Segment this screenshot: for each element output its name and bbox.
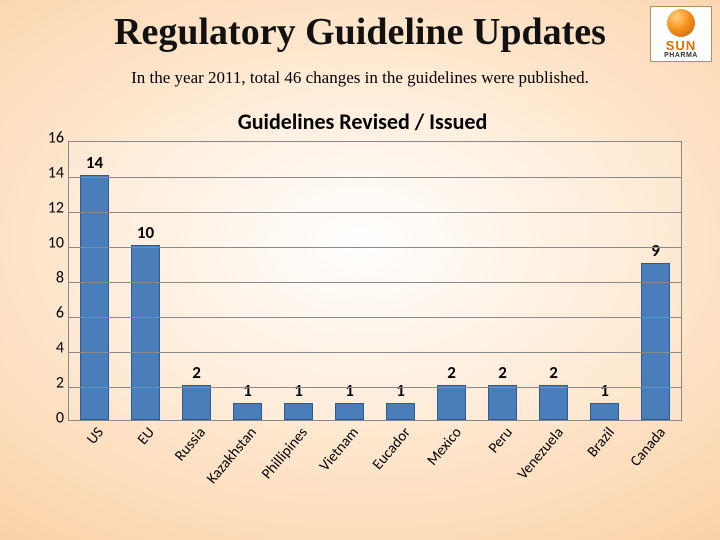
x-axis-labels: USEURussiaKazakhstanPhillipinesVietnamEu…	[68, 418, 682, 508]
bar	[641, 263, 670, 421]
gridline	[69, 247, 681, 248]
x-label-cell: Mexico	[426, 418, 477, 508]
y-tick-label: 10	[30, 234, 64, 253]
x-axis-label: Eucador	[369, 424, 415, 474]
gridline	[69, 387, 681, 388]
bar-cell: 1	[324, 142, 375, 420]
bar-cell: 2	[171, 142, 222, 420]
bar-cell: 9	[630, 142, 681, 420]
x-label-cell: Eucador	[375, 418, 426, 508]
bar	[131, 245, 160, 420]
logo-line1: SUN	[666, 39, 696, 52]
bars-group: 14102111122219	[69, 142, 681, 420]
x-axis-label: Russia	[171, 424, 209, 465]
bar-cell: 2	[426, 142, 477, 420]
bar-cell: 2	[528, 142, 579, 420]
logo-line2: PHARMA	[664, 52, 698, 59]
slide: Regulatory Guideline Updates In the year…	[0, 0, 720, 540]
gridline	[69, 212, 681, 213]
x-label-cell: EU	[119, 418, 170, 508]
sun-icon	[667, 9, 695, 37]
x-label-cell: Brazil	[580, 418, 631, 508]
slide-subtitle: In the year 2011, total 46 changes in th…	[0, 68, 720, 88]
bar	[539, 385, 568, 420]
chart-container: Guidelines Revised / Issued 141021111222…	[30, 108, 695, 516]
x-axis-label: US	[83, 424, 107, 448]
bar-cell: 1	[375, 142, 426, 420]
bar	[437, 385, 466, 420]
bar-value-label: 10	[120, 222, 171, 243]
bar-value-label: 1	[375, 380, 426, 401]
x-label-cell: Vietnam	[324, 418, 375, 508]
brand-logo: SUN PHARMA	[650, 6, 712, 62]
x-label-cell: US	[68, 418, 119, 508]
bar-value-label: 2	[426, 362, 477, 383]
y-tick-label: 2	[30, 374, 64, 393]
bar-cell: 1	[222, 142, 273, 420]
bar-cell: 10	[120, 142, 171, 420]
y-tick-label: 12	[30, 199, 64, 218]
bar-value-label: 2	[171, 362, 222, 383]
bar-value-label: 1	[324, 380, 375, 401]
bar-cell: 1	[273, 142, 324, 420]
bar-value-label: 1	[579, 380, 630, 401]
bar-cell: 1	[579, 142, 630, 420]
bar-value-label: 9	[630, 240, 681, 261]
x-axis-label: Peru	[485, 424, 517, 457]
gridline	[69, 352, 681, 353]
x-axis-label: EU	[134, 424, 159, 449]
gridline	[69, 282, 681, 283]
bar-cell: 2	[477, 142, 528, 420]
bar	[488, 385, 517, 420]
y-tick-label: 8	[30, 269, 64, 288]
bar-cell: 14	[69, 142, 120, 420]
x-axis-label: Canada	[627, 424, 670, 470]
y-tick-label: 14	[30, 164, 64, 183]
bar	[182, 385, 211, 420]
x-axis-label: Mexico	[423, 424, 465, 469]
slide-title: Regulatory Guideline Updates	[0, 10, 720, 54]
y-tick-label: 6	[30, 304, 64, 323]
x-axis-label: Brazil	[584, 424, 619, 461]
x-label-cell: Venezuela	[529, 418, 580, 508]
bar-value-label: 2	[477, 362, 528, 383]
chart-plot-area: 14102111122219	[68, 141, 682, 421]
bar-value-label: 14	[69, 152, 120, 173]
y-tick-label: 4	[30, 339, 64, 358]
gridline	[69, 317, 681, 318]
chart-title: Guidelines Revised / Issued	[30, 108, 695, 135]
x-axis-label: Vietnam	[316, 424, 363, 475]
gridline	[69, 177, 681, 178]
bar-value-label: 1	[222, 380, 273, 401]
x-label-cell: Canada	[631, 418, 682, 508]
bar-value-label: 1	[273, 380, 324, 401]
y-tick-label: 0	[30, 409, 64, 428]
y-tick-label: 16	[30, 129, 64, 148]
bar-value-label: 2	[528, 362, 579, 383]
